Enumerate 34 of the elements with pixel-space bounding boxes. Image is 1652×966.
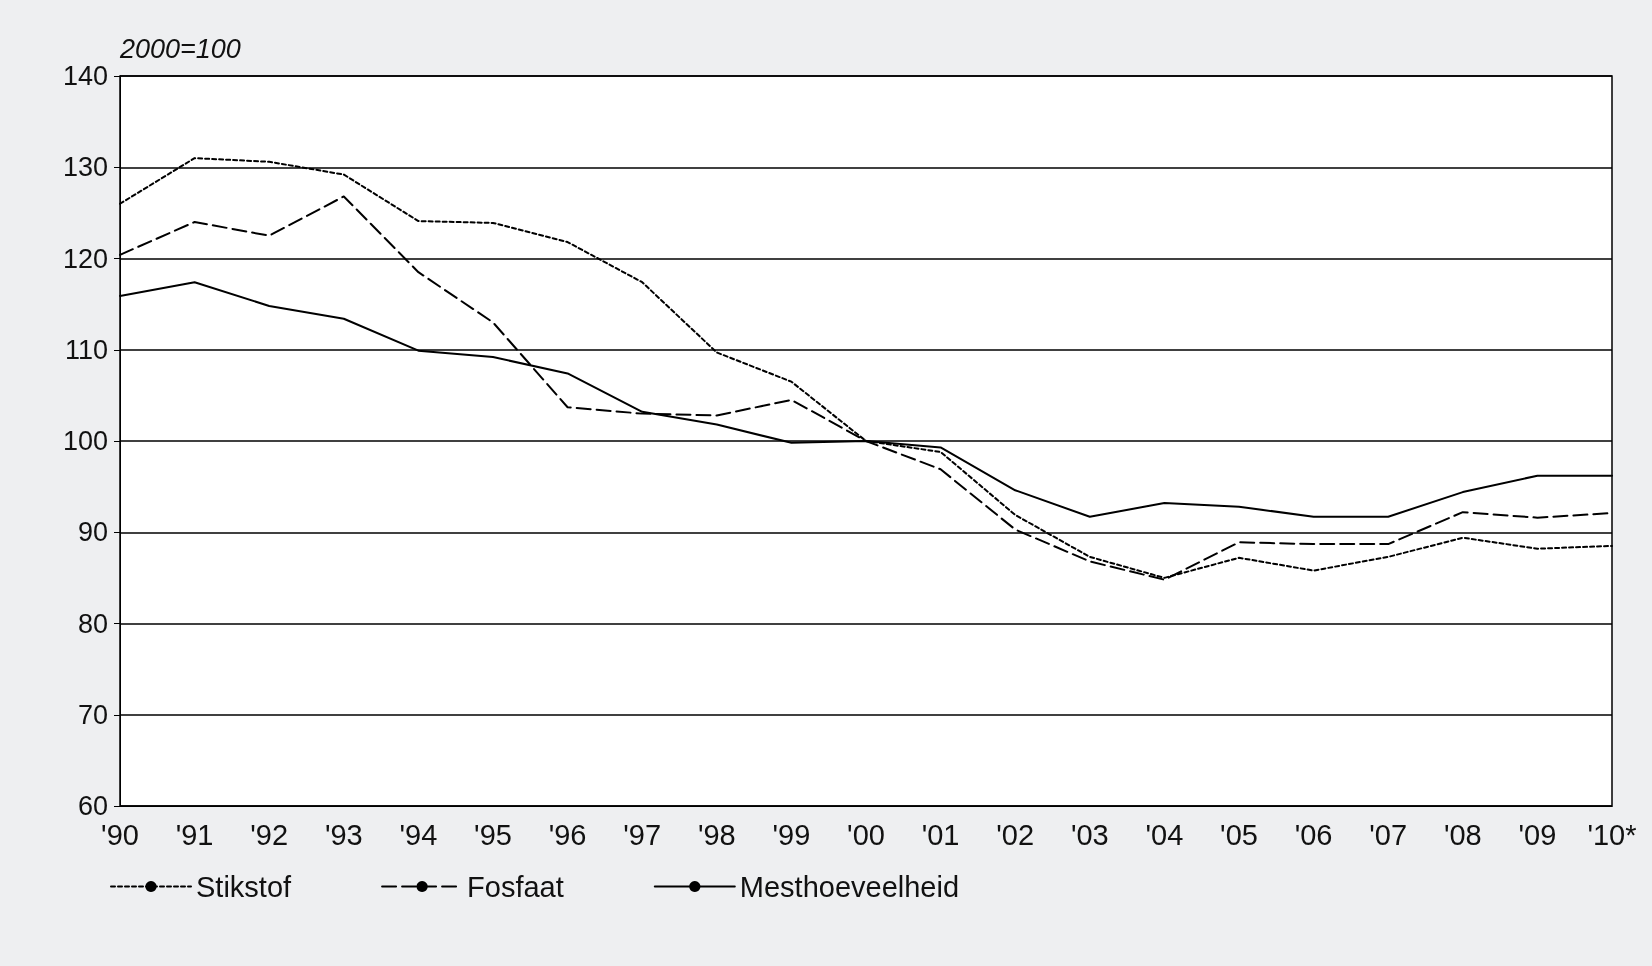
x-tick-label: '04	[1145, 818, 1184, 851]
x-tick-label: '92	[250, 818, 289, 851]
x-tick-label: '96	[548, 818, 587, 851]
x-tick-label: '08	[1443, 818, 1482, 851]
y-tick-label: 140	[62, 61, 108, 91]
legend-label: Fosfaat	[467, 870, 564, 903]
x-tick-label: '98	[697, 818, 736, 851]
x-tick-label: '09	[1518, 818, 1557, 851]
y-tick-label: 100	[62, 426, 108, 456]
x-tick-label: '94	[399, 818, 438, 851]
y-tick-label: 130	[62, 152, 108, 183]
y-tick-label: 60	[77, 791, 108, 821]
y-tick-label: 110	[64, 334, 108, 365]
x-tick-label: '97	[623, 818, 662, 851]
y-axis-title: 2000=100	[119, 33, 241, 64]
y-tick-label: 90	[77, 517, 108, 548]
x-tick-label: '10*	[1587, 818, 1637, 851]
x-tick-label: '91	[175, 818, 214, 851]
x-tick-label: '93	[324, 818, 363, 851]
legend-label: Stikstof	[196, 870, 293, 903]
x-tick-label: '07	[1369, 818, 1408, 851]
y-tick-label: 70	[77, 699, 108, 730]
legend-label: Mesthoeveelheid	[739, 870, 960, 903]
x-tick-label: '03	[1070, 818, 1109, 851]
x-tick-label: '99	[772, 818, 811, 851]
x-tick-label: '01	[921, 818, 960, 851]
y-tick-label: 120	[62, 243, 108, 274]
x-tick-label: '00	[847, 818, 885, 851]
y-tick-label: 80	[77, 608, 108, 639]
x-tick-label: '06	[1294, 818, 1333, 851]
x-tick-label: '02	[996, 818, 1035, 851]
x-tick-label: '95	[474, 818, 512, 851]
x-tick-label: '05	[1220, 818, 1258, 851]
x-tick-label: '90	[101, 818, 139, 851]
